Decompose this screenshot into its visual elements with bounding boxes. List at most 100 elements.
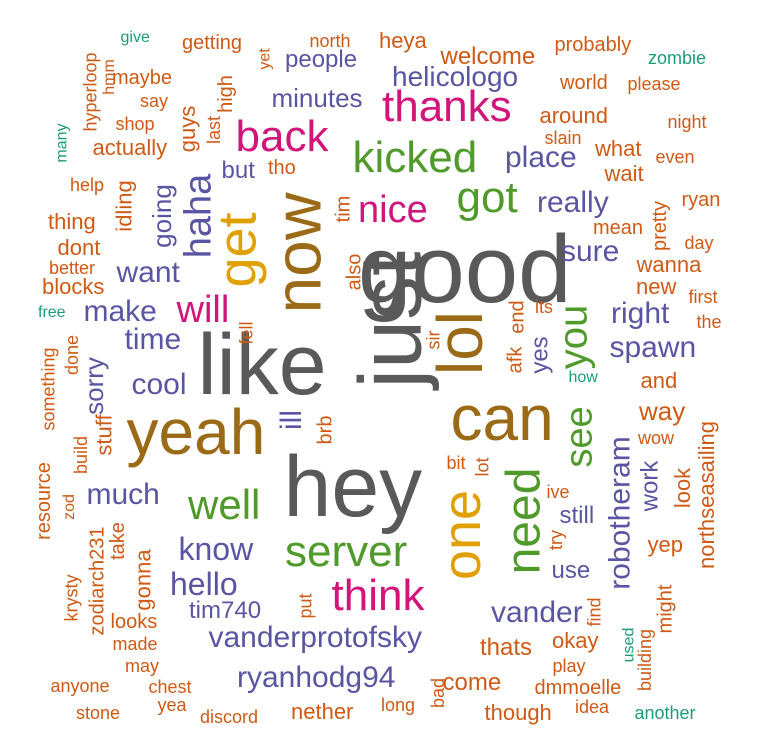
word-thanks: thanks [382,82,512,131]
word-yep: yep [647,532,683,557]
word-like: like [197,317,327,413]
word-well: well [188,481,261,528]
word-northseasailing: northseasailing [693,421,719,569]
word-shop: shop [115,114,155,134]
word-hey: hey [283,439,423,535]
word-see: see [558,406,601,468]
word-take: take [106,522,129,560]
word-long: long [381,695,416,715]
word-thats: thats [480,634,533,661]
word-yes: yes [526,336,554,374]
word-think: think [331,571,425,620]
word-much: much [86,478,160,511]
word-back: back [235,112,329,161]
word-vanderprotofsky: vanderprotofsky [208,621,422,654]
word-how: how [568,369,598,386]
word-spawn: spawn [609,331,697,364]
word-probably: probably [554,34,632,56]
word-hmm: hmm [100,59,118,95]
word-put: put [295,593,316,619]
word-need: need [496,467,550,575]
word-server: server [285,527,408,576]
word-now: now [260,192,335,314]
word-afk: afk [503,346,526,374]
word-the: the [696,312,722,332]
word-last: last [204,115,225,145]
word-stone: stone [76,703,121,723]
word-will: will [176,289,230,331]
word-play: play [552,656,586,676]
word-help: help [70,175,105,195]
word-another: another [634,703,696,723]
word-something: something [38,347,59,431]
word-what: what [595,136,642,161]
word-made: made [112,634,158,654]
word-may: may [125,656,160,676]
word-actually: actually [92,135,168,160]
word-ryanhodg94: ryanhodg94 [237,661,396,694]
word-cool: cool [131,368,187,401]
word-one: one [432,489,493,581]
word-wanna: wanna [636,252,702,277]
word-minutes: minutes [271,83,363,113]
word-done: done [62,334,83,376]
word-though: though [484,700,552,725]
word-use: use [551,557,591,584]
word-idling: idling [111,180,137,232]
word-robotheram: robotheram [603,436,637,590]
word-blocks: blocks [42,274,105,299]
word-world: world [560,72,608,94]
word-ive: ive [546,482,570,502]
word-welcome: welcome [440,43,536,70]
word-stuff: stuff [91,414,117,456]
word-good: good [358,216,572,323]
word-better: better [49,258,96,278]
word-you: you [550,304,595,370]
word-also: also [342,253,365,291]
word-wait: wait [604,161,644,186]
word-discord: discord [200,707,259,727]
word-zod: zod [60,494,78,520]
word-looks: looks [110,611,158,633]
word-day: day [684,233,714,253]
word-first: first [688,287,718,307]
word-thing: thing [48,209,96,234]
word-make: make [83,295,157,328]
word-tim740: tim740 [189,597,262,624]
word-new: new [636,274,677,299]
word-sorry: sorry [78,357,109,415]
word-still: still [559,502,595,529]
word-brb: brb [313,415,336,445]
word-guys: guys [175,105,201,153]
word-dont: dont [57,235,101,260]
word-give: give [120,29,150,46]
word-yea: yea [157,695,187,715]
word-pretty: pretty [649,200,672,252]
word-but: but [221,157,255,184]
word-maybe: maybe [112,67,173,89]
word-place: place [505,141,577,174]
word-nice: nice [358,189,428,231]
word-helicologo: helicologo [392,61,519,92]
word-slain: slain [544,128,582,148]
word-got: got [456,173,518,222]
word-ill: ill [275,410,308,430]
word-come: come [442,669,502,696]
word-lot: lot [472,457,493,477]
word-can: can [450,382,554,454]
word-work: work [635,460,663,512]
word-night: night [667,112,707,132]
word-dmmoelle: dmmoelle [534,677,622,699]
word-idea: idea [575,697,610,717]
word-building: building [635,628,656,692]
word-please: please [627,74,681,94]
word-many: many [53,123,71,163]
word-yeah: yeah [126,396,266,468]
word-say: say [140,91,169,111]
word-used: used [619,627,637,663]
word-and: and [640,368,678,393]
word-heya: heya [379,28,427,53]
word-time: time [124,323,182,356]
word-way: way [639,396,686,426]
